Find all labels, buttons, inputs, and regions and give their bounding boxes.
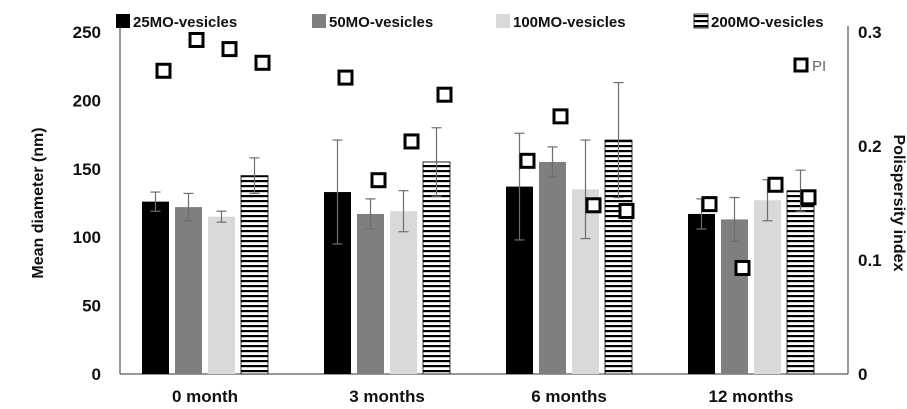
pi-point — [519, 152, 536, 169]
pi-point — [436, 86, 453, 103]
bar — [208, 216, 235, 374]
bar — [754, 200, 781, 374]
pi-point — [221, 41, 238, 58]
pi-point — [701, 196, 718, 213]
bar — [240, 175, 269, 375]
bar — [357, 213, 384, 374]
bar — [422, 161, 451, 375]
y-tick-label: 100 — [73, 228, 101, 247]
pi-point — [552, 108, 569, 125]
y-axis-title: Mean diameter (nm) — [30, 127, 47, 278]
x-category-label: 3 months — [349, 387, 425, 406]
y-tick-label: 250 — [73, 23, 101, 42]
legend-label: 100MO-vesicles — [513, 14, 626, 31]
pi-point — [188, 31, 205, 48]
y2-tick-label: 0.2 — [858, 137, 882, 156]
pi-point — [337, 69, 354, 86]
pi-point — [155, 62, 172, 79]
bar — [721, 219, 748, 374]
bar — [688, 213, 715, 374]
y2-tick-label: 0.3 — [858, 23, 882, 42]
pi-point — [767, 176, 784, 193]
legend: 25MO-vesicles 50MO-vesicles 100MO-vesicles… — [116, 13, 826, 75]
legend-label: 50MO-vesicles — [329, 14, 433, 31]
bar — [142, 201, 169, 374]
y2-tick-label: 0.1 — [858, 251, 882, 270]
y2-tick-label: 0 — [858, 365, 867, 384]
legend-label-pi: PI — [812, 58, 826, 75]
legend-label: 25MO-vesicles — [133, 14, 237, 31]
y-tick-label: 50 — [82, 297, 101, 316]
y-tick-label: 150 — [73, 160, 101, 179]
pi-point — [800, 189, 817, 206]
legend-swatch — [312, 14, 326, 28]
y2-axis-title: Polispersity index — [890, 135, 907, 272]
legend-swatch — [693, 13, 709, 29]
axes: 0 50 100 150 200 250 0 0.1 0.2 0.3 Mean diameter (… — [30, 23, 907, 384]
bars: 0 month 3 months 6 months 12 months — [142, 82, 815, 406]
pi-point — [254, 54, 271, 71]
x-category-label: 6 months — [531, 387, 607, 406]
x-category-label: 0 month — [172, 387, 238, 406]
pi-points — [155, 31, 817, 276]
legend-swatch — [116, 14, 130, 28]
bar — [175, 207, 202, 374]
x-category-label: 12 months — [708, 387, 793, 406]
bar — [539, 161, 566, 374]
pi-point — [370, 172, 387, 189]
legend-swatch-pi — [793, 57, 809, 73]
y-tick-label: 200 — [73, 91, 101, 110]
pi-point — [734, 259, 751, 276]
bar — [786, 190, 815, 375]
pi-point — [618, 202, 635, 219]
y-tick-label: 0 — [92, 365, 101, 384]
pi-point — [403, 133, 420, 150]
bar — [390, 211, 417, 374]
legend-swatch — [496, 14, 510, 28]
pi-point — [585, 197, 602, 214]
legend-label: 200MO-vesicles — [711, 14, 824, 31]
